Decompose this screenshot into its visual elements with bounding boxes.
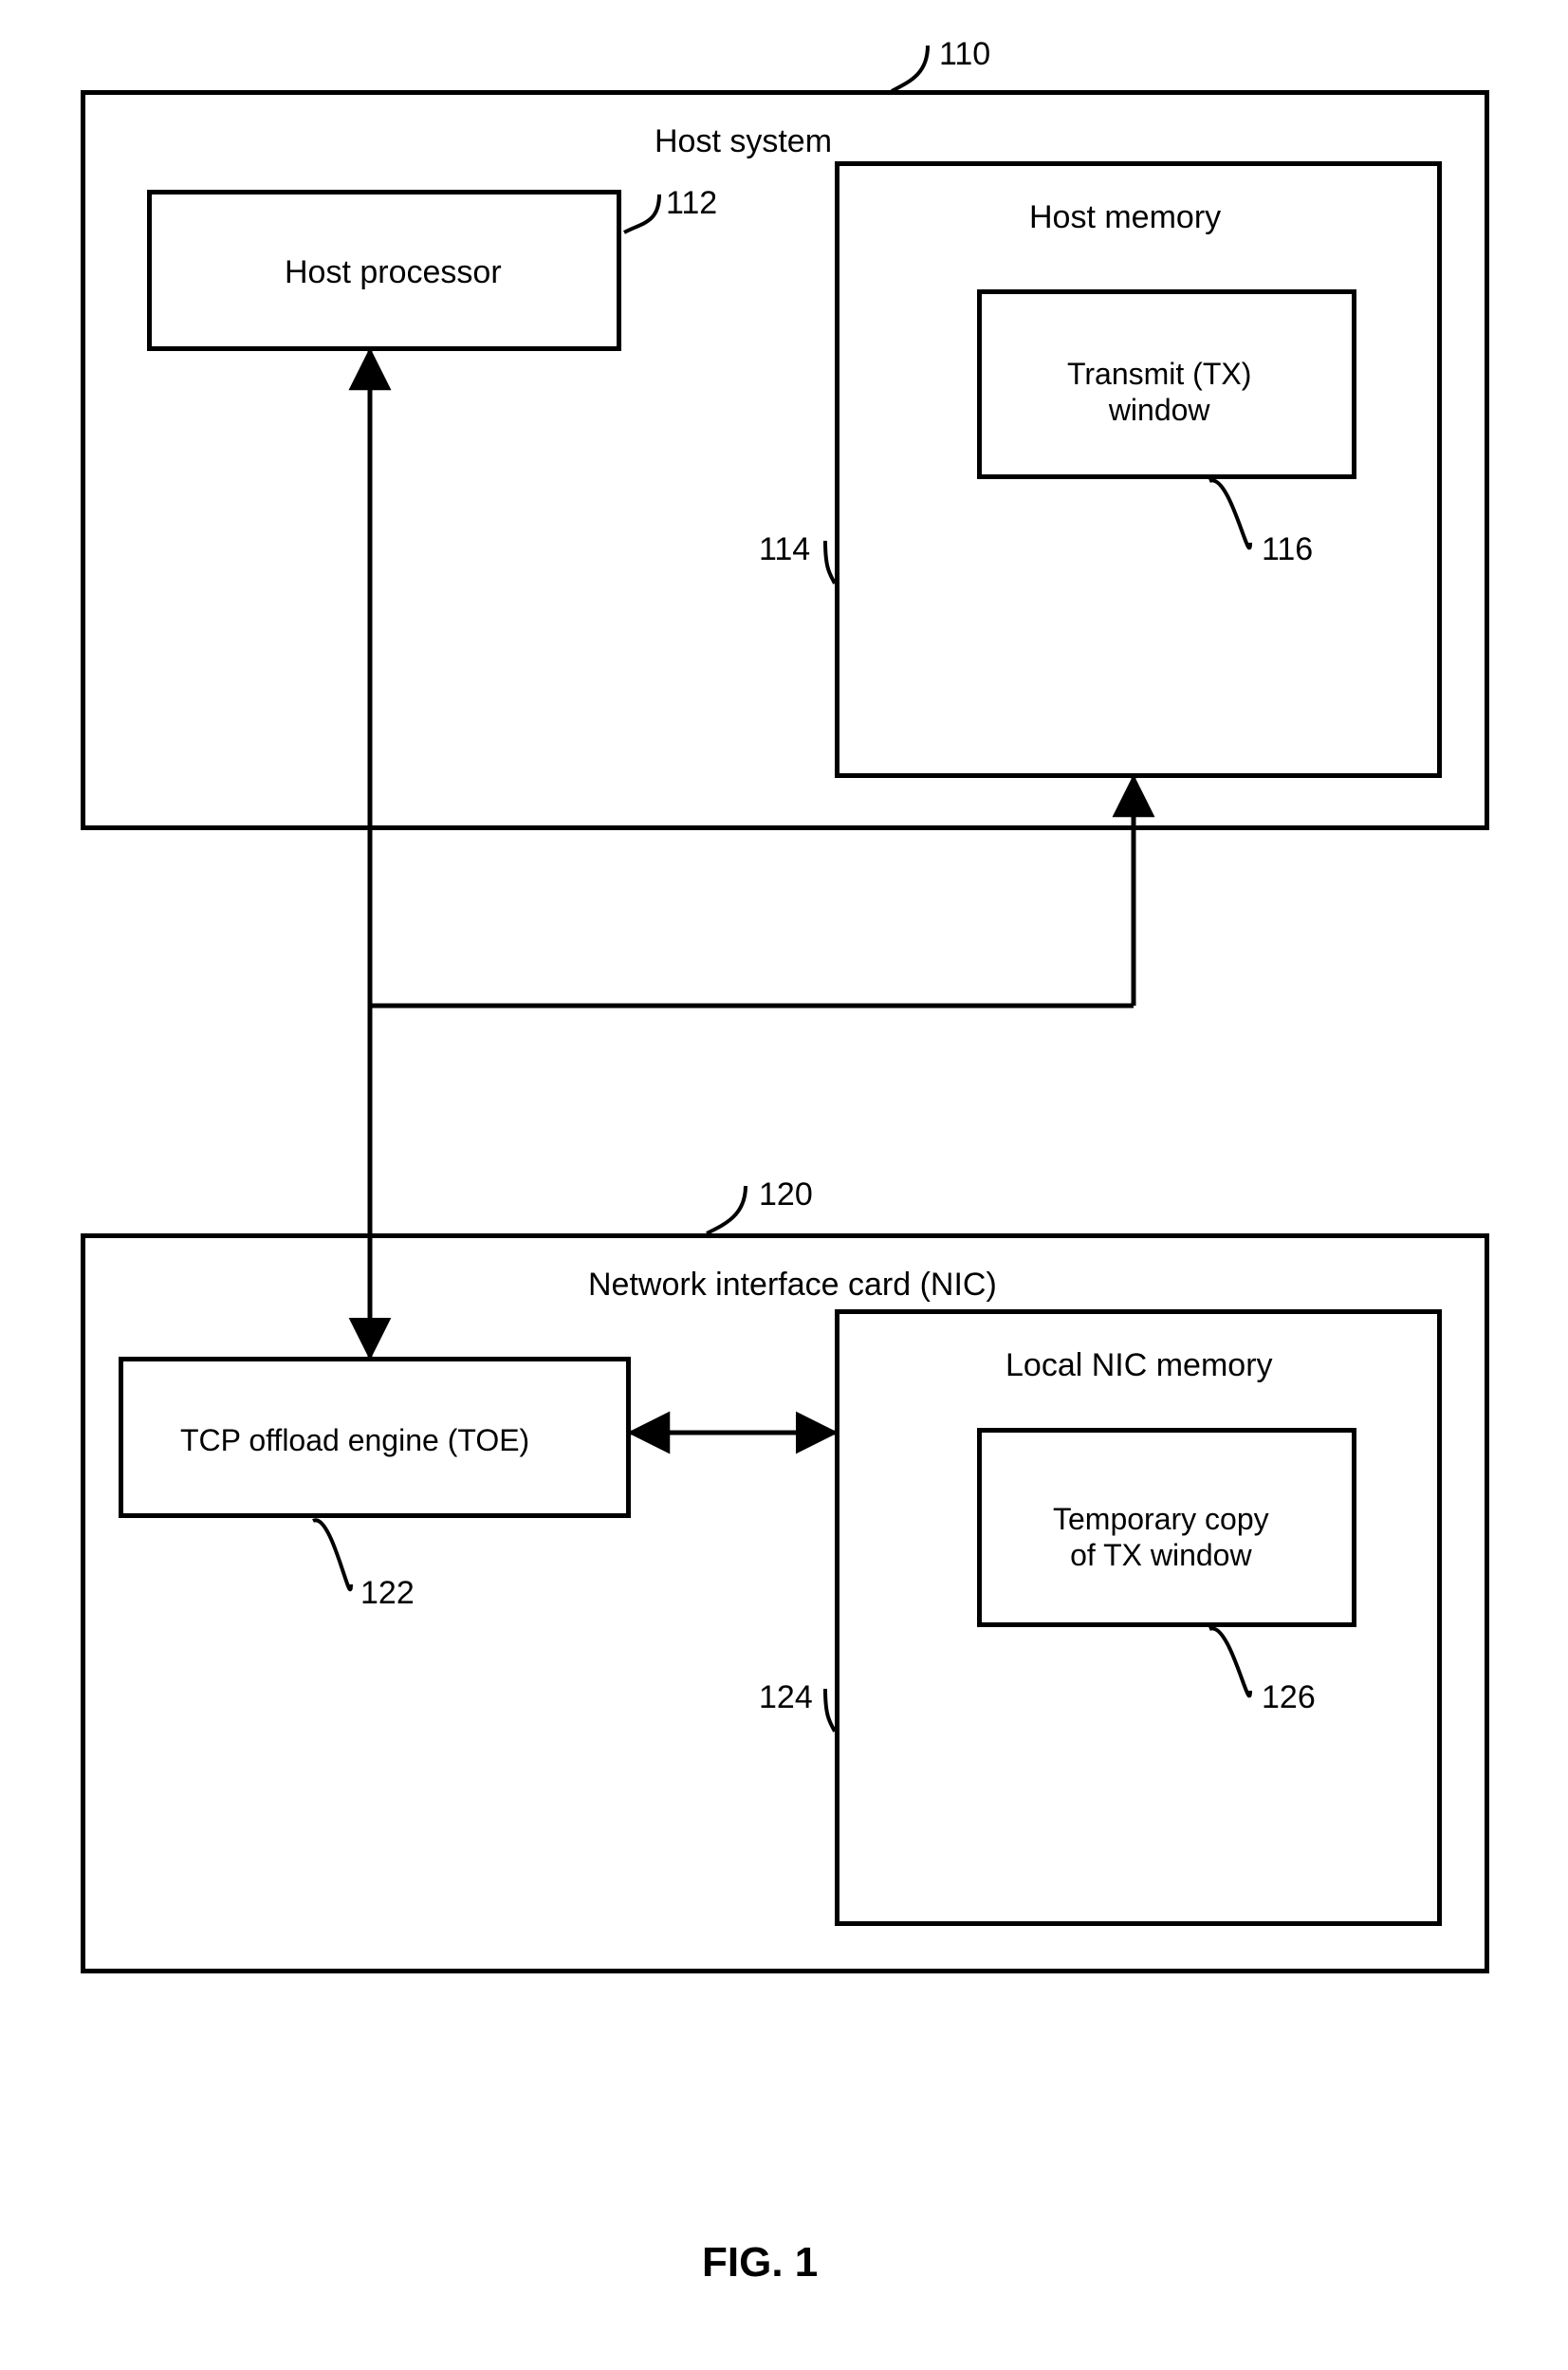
- host-processor-title: Host processor: [285, 254, 502, 291]
- nic-ref: 120: [759, 1176, 813, 1213]
- figure-caption: FIG. 1: [702, 2239, 818, 2287]
- host-memory-ref: 114: [759, 531, 810, 568]
- toe-ref: 122: [360, 1575, 415, 1612]
- temp-tx-title: Temporary copy of TX window: [1053, 1501, 1269, 1573]
- nic-title: Network interface card (NIC): [588, 1267, 997, 1304]
- host-system-title: Host system: [655, 123, 832, 160]
- tx-window-ref: 116: [1262, 531, 1313, 568]
- figure-page: Host system 110 Host processor 112 Host …: [0, 0, 1568, 2370]
- host-memory-title: Host memory: [1029, 199, 1221, 236]
- tx-window-title: Transmit (TX) window: [1067, 356, 1251, 428]
- temp-tx-ref: 126: [1262, 1679, 1316, 1716]
- toe-title: TCP offload engine (TOE): [180, 1423, 529, 1458]
- host-processor-ref: 112: [666, 185, 717, 222]
- host-system-ref: 110: [939, 36, 990, 73]
- nic-memory-ref: 124: [759, 1679, 813, 1716]
- nic-memory-title: Local NIC memory: [1005, 1347, 1273, 1384]
